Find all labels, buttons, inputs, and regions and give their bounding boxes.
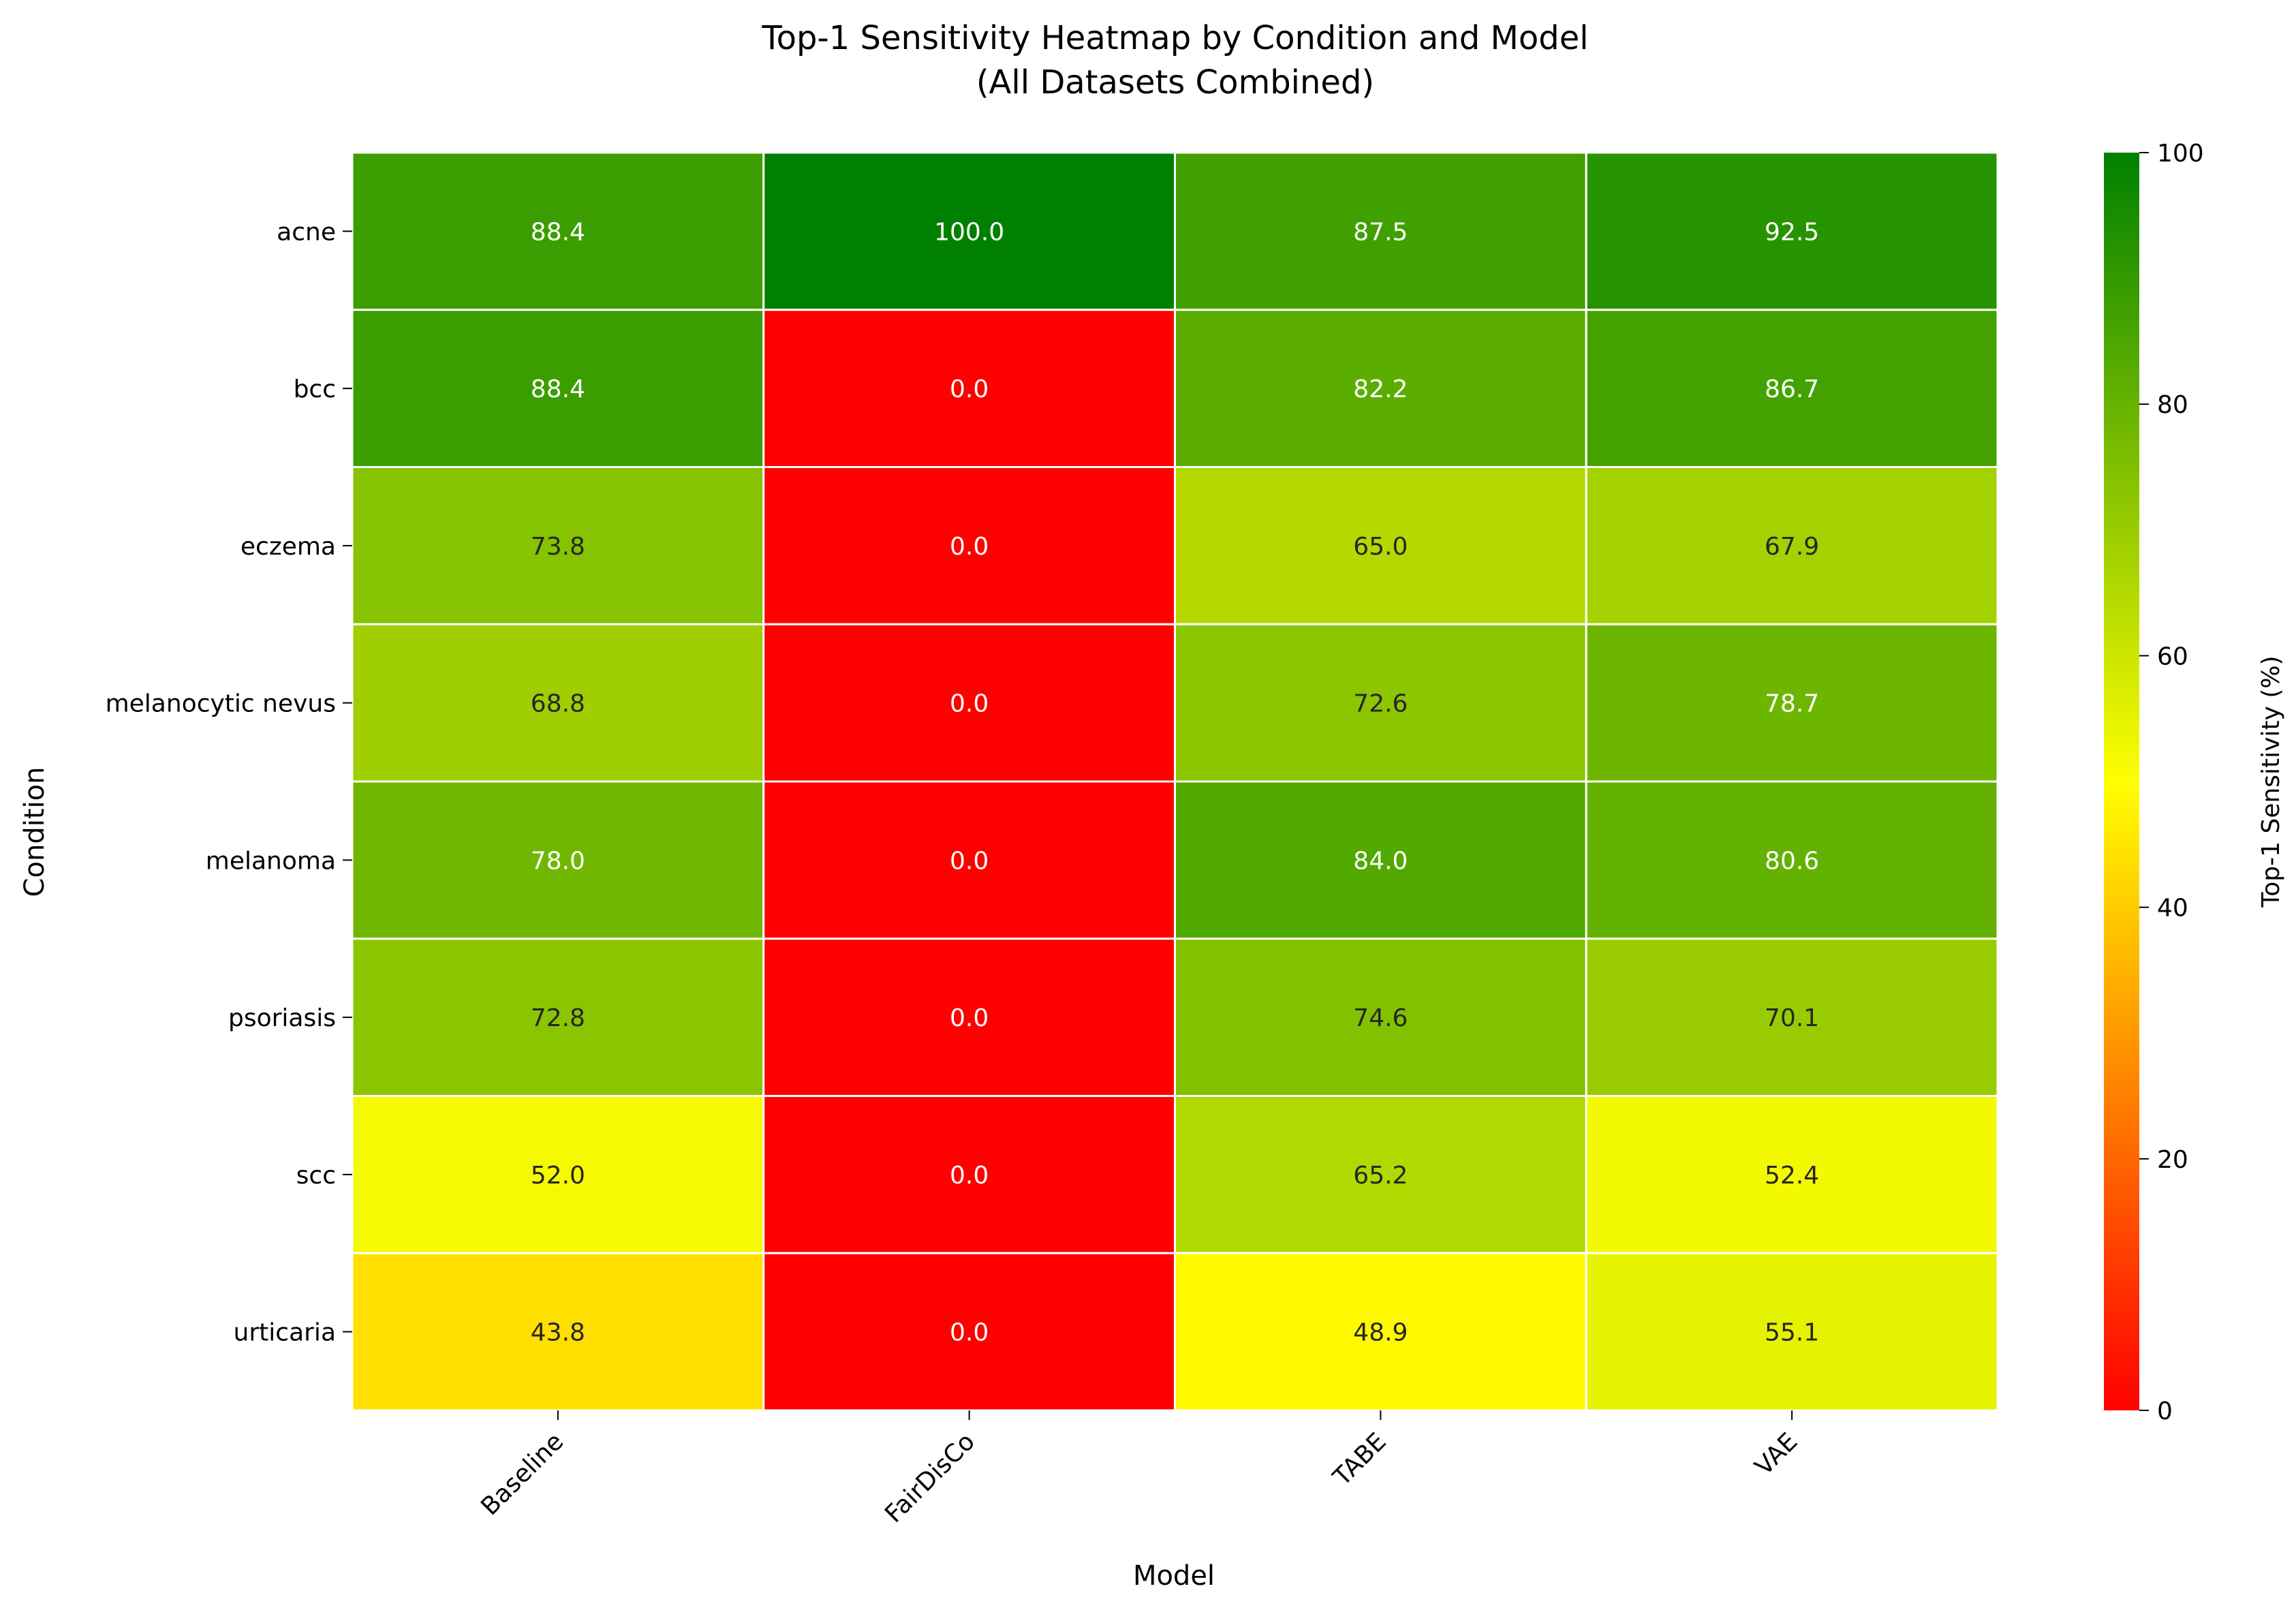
cell-value-label: 72.6 bbox=[1353, 690, 1408, 718]
x-axis-label: Model bbox=[1133, 1560, 1215, 1592]
heatmap-cell bbox=[1585, 1095, 1999, 1254]
heatmap-cell bbox=[1585, 466, 1999, 625]
colorbar-tick-label: 80 bbox=[2157, 391, 2188, 419]
heatmap-cells: 88.4 100.0 87.5 92.5 88.4 0.0 82.2 86.7 73.8 0.0 6… bbox=[351, 151, 1999, 1412]
heatmap-cell bbox=[1585, 623, 1999, 783]
cell-value-label: 86.7 bbox=[1765, 375, 1819, 403]
cell-value-label: 84.0 bbox=[1353, 847, 1408, 875]
heatmap-cell bbox=[351, 151, 765, 311]
y-tick-label: bcc bbox=[294, 375, 336, 403]
y-tick-label: melanocytic nevus bbox=[106, 690, 336, 718]
cell-value-label: 78.0 bbox=[531, 847, 585, 875]
heatmap-cell bbox=[1174, 938, 1587, 1097]
y-axis-label: Condition bbox=[19, 767, 50, 897]
cell-value-label: 88.4 bbox=[531, 218, 585, 246]
colorbar-ticks: 0 20 40 60 80 100 bbox=[2139, 140, 2204, 1425]
colorbar-tick-label: 0 bbox=[2157, 1397, 2173, 1425]
y-axis-ticks: acne bcc eczema melanocytic nevus melanoma ps… bbox=[106, 218, 352, 1347]
heatmap-cell bbox=[1174, 780, 1587, 940]
cell-value-label: 0.0 bbox=[950, 375, 989, 403]
x-tick-label: Baseline bbox=[476, 1427, 569, 1521]
y-tick-label: urticaria bbox=[234, 1319, 336, 1347]
heatmap-cell bbox=[351, 623, 765, 783]
cell-value-label: 65.2 bbox=[1353, 1162, 1408, 1190]
cell-value-label: 80.6 bbox=[1765, 847, 1819, 875]
colorbar-tick-label: 40 bbox=[2157, 895, 2188, 923]
cell-value-label: 52.4 bbox=[1765, 1162, 1819, 1190]
colorbar bbox=[2104, 153, 2139, 1410]
colorbar-tick-label: 60 bbox=[2157, 643, 2188, 670]
cell-value-label: 67.9 bbox=[1765, 533, 1819, 561]
cell-value-label: 0.0 bbox=[950, 847, 989, 875]
y-tick-label: acne bbox=[277, 218, 336, 246]
cell-value-label: 65.0 bbox=[1353, 533, 1408, 561]
y-tick-label: eczema bbox=[241, 533, 336, 561]
y-tick-label: scc bbox=[296, 1162, 336, 1190]
colorbar-tick-label: 100 bbox=[2157, 140, 2204, 168]
heatmap-cell bbox=[351, 1252, 765, 1412]
y-tick-label: psoriasis bbox=[228, 1004, 336, 1032]
cell-value-label: 0.0 bbox=[950, 690, 989, 718]
cell-value-label: 68.8 bbox=[531, 690, 585, 718]
heatmap-cell bbox=[351, 309, 765, 468]
colorbar-tick-label: 20 bbox=[2157, 1146, 2188, 1174]
heatmap-cell bbox=[762, 623, 1176, 783]
cell-value-label: 55.1 bbox=[1765, 1319, 1819, 1347]
heatmap-cell bbox=[351, 780, 765, 940]
heatmap-cell bbox=[351, 938, 765, 1097]
cell-value-label: 0.0 bbox=[950, 1162, 989, 1190]
cell-value-label: 0.0 bbox=[950, 1319, 989, 1347]
colorbar-label: Top-1 Sensitivity (%) bbox=[2257, 655, 2285, 908]
y-tick-label: melanoma bbox=[206, 847, 336, 875]
heatmap-cell bbox=[1585, 780, 1999, 940]
cell-value-label: 72.8 bbox=[531, 1004, 585, 1032]
heatmap-cell bbox=[1174, 623, 1587, 783]
cell-value-label: 73.8 bbox=[531, 533, 585, 561]
heatmap-cell bbox=[762, 938, 1176, 1097]
x-tick-label: TABE bbox=[1328, 1427, 1392, 1491]
cell-value-label: 0.0 bbox=[950, 1004, 989, 1032]
cell-value-label: 0.0 bbox=[950, 533, 989, 561]
chart-subtitle: (All Datasets Combined) bbox=[976, 63, 1374, 102]
cell-value-label: 88.4 bbox=[531, 375, 585, 403]
heatmap-cell bbox=[351, 1095, 765, 1254]
heatmap-cell bbox=[762, 466, 1176, 625]
cell-value-label: 70.1 bbox=[1765, 1004, 1819, 1032]
cell-value-label: 52.0 bbox=[531, 1162, 585, 1190]
heatmap-cell bbox=[762, 151, 1176, 311]
cell-value-label: 43.8 bbox=[531, 1319, 585, 1347]
cell-value-label: 100.0 bbox=[934, 218, 1004, 246]
cell-value-label: 87.5 bbox=[1353, 218, 1408, 246]
x-tick-label: VAE bbox=[1750, 1427, 1803, 1481]
heatmap-cell bbox=[1585, 938, 1999, 1097]
heatmap-cell bbox=[1174, 1252, 1587, 1412]
heatmap-cell bbox=[1174, 151, 1587, 311]
heatmap-cell bbox=[762, 309, 1176, 468]
chart-title: Top-1 Sensitivity Heatmap by Condition a… bbox=[761, 19, 1588, 57]
cell-value-label: 74.6 bbox=[1353, 1004, 1408, 1032]
x-axis-ticks: Baseline FairDisCo TABE VAE bbox=[476, 1410, 1803, 1528]
heatmap-cell bbox=[1174, 1095, 1587, 1254]
cell-value-label: 82.2 bbox=[1353, 375, 1408, 403]
x-tick-label: FairDisCo bbox=[880, 1427, 980, 1528]
cell-value-label: 92.5 bbox=[1765, 218, 1819, 246]
cell-value-label: 78.7 bbox=[1765, 690, 1819, 718]
heatmap-cell bbox=[1585, 309, 1999, 468]
heatmap-cell bbox=[762, 780, 1176, 940]
heatmap-cell bbox=[1585, 151, 1999, 311]
cell-value-label: 48.9 bbox=[1353, 1319, 1408, 1347]
